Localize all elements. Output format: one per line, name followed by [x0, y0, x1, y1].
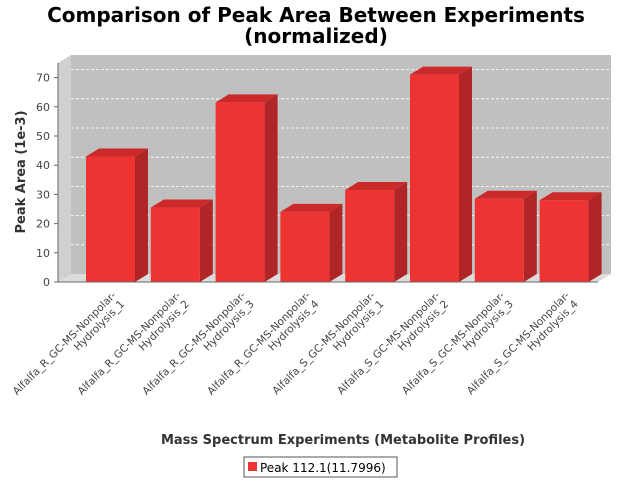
bar [474, 198, 524, 282]
legend-box [243, 456, 398, 478]
y-tick-labels: 0 10 20 30 40 50 60 70 [36, 72, 50, 289]
y-axis-title: Peak Area (1e-3) [14, 110, 29, 233]
bar-side [394, 182, 408, 282]
x-category-labels: Alfalfa_R_GC-MS-Nonpolar-Hydrolysis_1Alf… [11, 289, 581, 397]
y-tick-label: 10 [36, 247, 50, 260]
bar [539, 200, 589, 282]
y-tick-label: 70 [36, 72, 50, 85]
bar-side [329, 203, 343, 282]
bar-top [280, 203, 343, 212]
axes [54, 63, 598, 283]
bar-top [410, 66, 472, 75]
legend-swatch [248, 462, 257, 471]
bars [86, 66, 602, 283]
bar-top [86, 148, 148, 157]
plot-left-wall [58, 55, 71, 282]
legend: Peak 112.1(11.7996) [243, 456, 398, 478]
bar-side [199, 199, 213, 282]
bar-side [523, 190, 537, 282]
bar-top [474, 190, 537, 199]
bar-top [215, 94, 278, 103]
category-label-line: Alfalfa_S_GC-MS-Nonpolar- [400, 289, 508, 397]
x-axis-title: Mass Spectrum Experiments (Metabolite Pr… [161, 433, 525, 448]
y-tick-label: 60 [36, 101, 50, 114]
bar [280, 211, 330, 282]
category-label-line: Alfalfa_R_GC-MS-Nonpolar- [11, 289, 119, 397]
y-tick-label: 0 [43, 276, 50, 289]
bar-side [135, 148, 148, 282]
bar-top [150, 199, 213, 208]
bar-side [459, 66, 472, 283]
y-tick-label: 40 [36, 159, 50, 172]
bar-top [345, 182, 408, 191]
bar [150, 207, 200, 282]
bar [410, 74, 459, 283]
y-tick-label: 30 [36, 188, 50, 201]
bar [215, 102, 265, 282]
category-label-line: Alfalfa_R_GC-MS-Nonpolar- [75, 289, 183, 397]
y-tick-label: 50 [36, 130, 50, 143]
bar-top [539, 192, 602, 201]
category-label-line: Alfalfa_R_GC-MS-Nonpolar- [205, 289, 313, 397]
category-label-line: Alfalfa_S_GC-MS-Nonpolar- [335, 289, 443, 397]
category-label: Alfalfa_R_GC-MS-Nonpolar-Hydrolysis_1 [11, 289, 127, 397]
chart-subtitle: (normalized) [244, 24, 388, 48]
bar-side [264, 94, 278, 282]
y-tick-label: 20 [36, 218, 50, 231]
bar [86, 156, 135, 282]
legend-label: Peak 112.1(11.7996) [260, 461, 386, 475]
bar [345, 190, 395, 282]
bar-side [588, 192, 602, 282]
category-label-line: Alfalfa_R_GC-MS-Nonpolar- [140, 289, 248, 397]
category-label-line: Alfalfa_S_GC-MS-Nonpolar- [465, 289, 573, 397]
category-label-line: Alfalfa_S_GC-MS-Nonpolar- [270, 289, 378, 397]
chart-title: Comparison of Peak Area Between Experime… [47, 3, 585, 27]
